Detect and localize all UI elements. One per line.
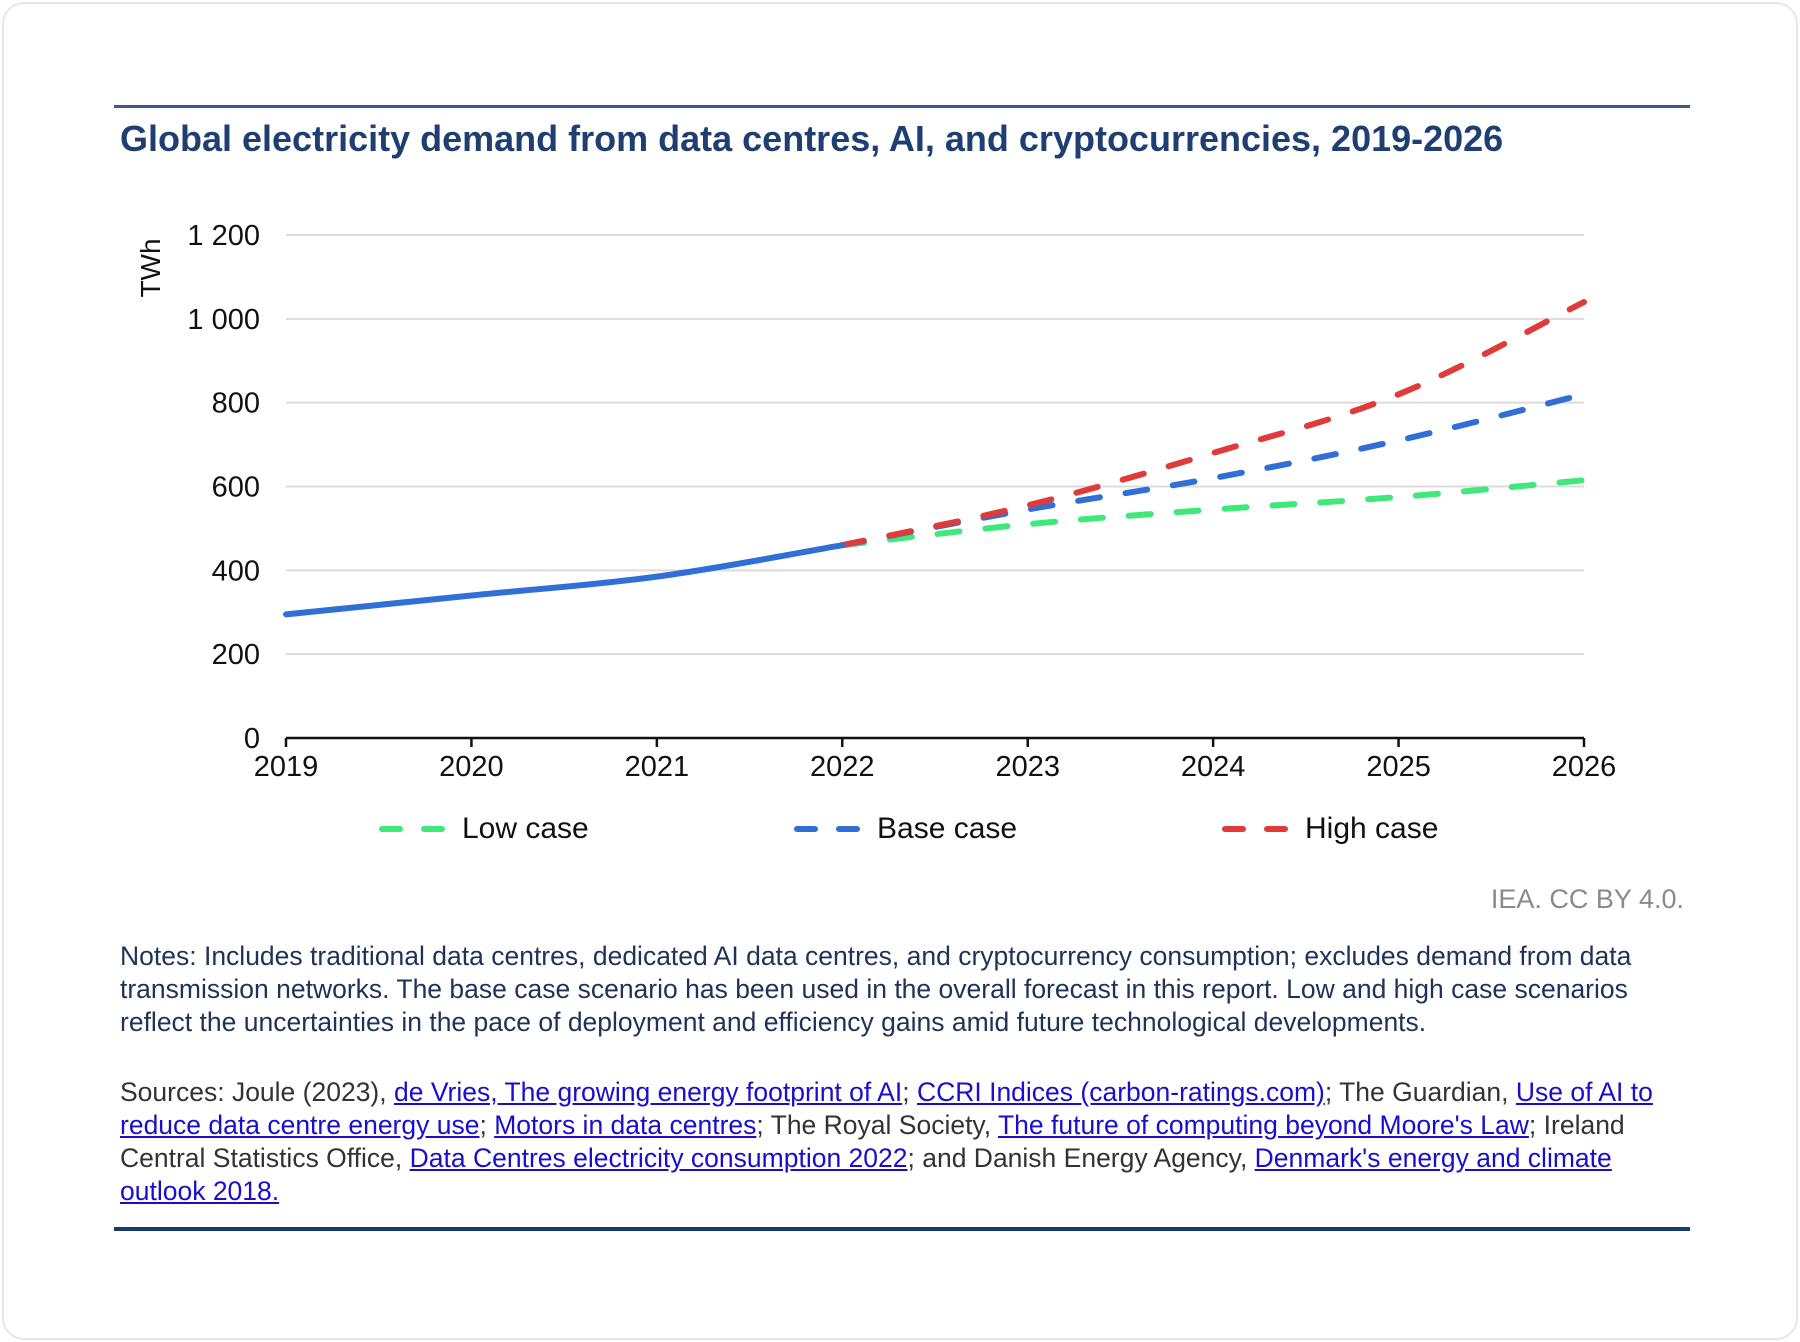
top-rule (114, 105, 1690, 108)
y-tick-label: 0 (244, 723, 260, 755)
source-link-guardian[interactable]: Use of AI to reduce data centre energy u… (120, 1077, 1653, 1140)
y-tick-label: 600 (212, 472, 260, 504)
legend-item-low: Low case (378, 812, 589, 846)
source-link-danish-energy[interactable]: Denmark's energy and climate outlook 201… (120, 1143, 1612, 1206)
y-tick-label: 200 (212, 639, 260, 671)
series-line-base (839, 391, 1587, 549)
legend-item-base: Base case (793, 812, 1017, 846)
source-link-ccri[interactable]: CCRI Indices (carbon-ratings.com) (916, 1077, 1325, 1107)
x-tick-label: 2026 (1552, 751, 1617, 783)
chart-title: Global electricity demand from data cent… (120, 118, 1504, 159)
legend-swatch-low (379, 826, 447, 832)
source-link-royal-society[interactable]: The future of computing beyond Moore's L… (997, 1110, 1529, 1140)
sources-text: Sources: Joule (2023), de Vries, The gro… (120, 1076, 1700, 1208)
x-axis: 2019 2020 2021 2022 2023 2024 2025 2026 (254, 736, 1617, 783)
x-tick-label: 2022 (810, 751, 875, 783)
sources-separator: ; Ireland Central Statistics Office, (120, 1110, 1625, 1173)
sources-separator: ; (479, 1110, 495, 1140)
x-tick-label: 2025 (1366, 751, 1431, 783)
series-lines (283, 299, 1587, 618)
line-chart: 0 200 400 600 800 1 000 1 200 TWh 2019 2020 2021… (135, 220, 1617, 783)
x-tick-label: 2023 (995, 751, 1060, 783)
series-line-low (839, 477, 1587, 549)
y-tick-label: 1 200 (187, 220, 260, 252)
credit-text: IEA. CC BY 4.0. (1490, 884, 1684, 914)
x-tick-label: 2021 (625, 751, 690, 783)
sources-prefix: Sources: Joule (2023), (120, 1077, 394, 1107)
sources-separator: ; (902, 1077, 917, 1107)
legend-label-base: Base case (877, 812, 1018, 845)
sources-separator: ; The Guardian, (1324, 1077, 1516, 1107)
sources-separator: ; and Danish Energy Agency, (907, 1143, 1255, 1173)
sources-separator: ; The Royal Society, (756, 1110, 998, 1140)
y-tick-label: 800 (212, 388, 260, 420)
legend-label-low: Low case (462, 812, 589, 845)
source-link-de-vries[interactable]: de Vries, The growing energy footprint o… (393, 1077, 903, 1107)
y-tick-label: 400 (212, 555, 260, 587)
series-line-high (839, 299, 1587, 549)
series-line-historical (283, 542, 846, 618)
y-tick-label: 1 000 (187, 304, 260, 336)
x-tick-label: 2020 (439, 751, 504, 783)
x-tick-label: 2024 (1181, 751, 1246, 783)
legend-swatch-base (794, 826, 862, 832)
legend-swatch-high (1222, 826, 1290, 832)
y-axis-ticks: 0 200 400 600 800 1 000 1 200 (187, 220, 260, 755)
bottom-rule (114, 1227, 1690, 1231)
legend: Low case Base case High case (0, 812, 1800, 852)
source-link-ireland-cso[interactable]: Data Centres electricity consumption 202… (409, 1143, 908, 1173)
legend-item-high: High case (1221, 812, 1438, 846)
source-link-motors[interactable]: Motors in data centres (494, 1110, 757, 1140)
notes-text: Notes: Includes traditional data centres… (120, 941, 1632, 1037)
y-axis-label: TWh (135, 238, 166, 297)
x-tick-label: 2019 (254, 751, 319, 783)
gridlines (286, 234, 1584, 656)
legend-label-high: High case (1305, 812, 1439, 845)
